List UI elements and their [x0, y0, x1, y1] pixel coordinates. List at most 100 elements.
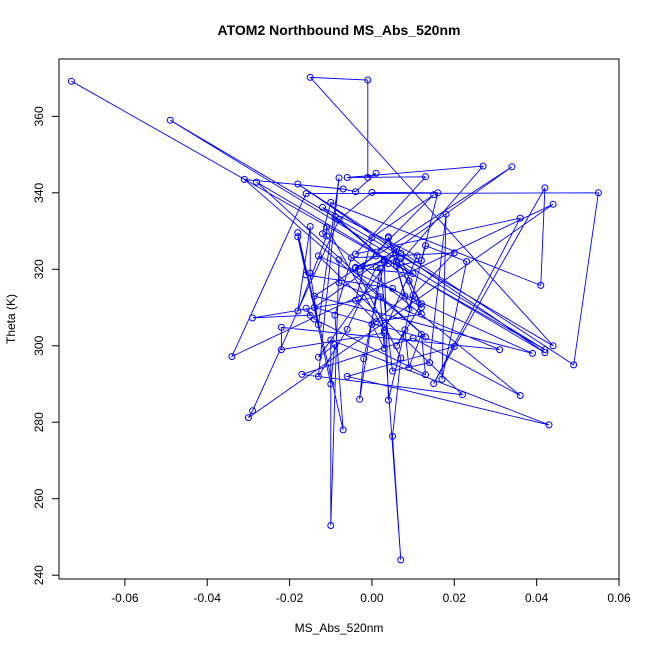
- data-point: [306, 311, 314, 319]
- data-point: [389, 432, 396, 440]
- data-point: [310, 292, 318, 300]
- data-point: [352, 296, 359, 304]
- data-point: [496, 346, 504, 354]
- data-point: [372, 169, 380, 177]
- x-tick-label: 0.06: [607, 591, 631, 605]
- data-point: [327, 198, 335, 206]
- chart-title: ATOM2 Northbound MS_Abs_520nm: [218, 22, 461, 38]
- data-point: [422, 173, 429, 181]
- data-point: [409, 291, 417, 299]
- data-point: [516, 392, 524, 399]
- data-point: [438, 375, 446, 383]
- data-point: [314, 372, 322, 380]
- data-point: [508, 163, 516, 171]
- data-point: [253, 178, 261, 186]
- x-tick-label: 0.02: [443, 591, 467, 605]
- data-point: [302, 190, 310, 198]
- x-tick-label: -0.02: [276, 591, 304, 605]
- data-point: [335, 174, 343, 182]
- data-point: [549, 200, 557, 208]
- data-point: [529, 349, 536, 357]
- data-point: [323, 232, 331, 240]
- data-point: [405, 277, 413, 285]
- data-point: [450, 249, 458, 257]
- data-point: [302, 304, 310, 312]
- data-point: [166, 116, 174, 124]
- data-point: [306, 269, 314, 277]
- data-point: [228, 353, 236, 360]
- data-point: [549, 342, 557, 350]
- data-point: [397, 556, 405, 564]
- data-point: [331, 213, 339, 220]
- y-tick-label: 320: [32, 259, 46, 279]
- data-point: [409, 270, 417, 277]
- data-point: [368, 188, 376, 196]
- data-point: [352, 263, 359, 271]
- data-point: [417, 330, 425, 338]
- data-point: [364, 174, 372, 181]
- series-layer: [67, 73, 602, 564]
- data-point: [397, 249, 405, 257]
- data-point: [294, 229, 302, 237]
- x-axis-label: MS_Abs_520nm: [295, 621, 384, 635]
- data-point: [352, 188, 359, 196]
- data-point: [335, 279, 343, 287]
- x-axis: -0.06 -0.04 -0.02 0.00 0.02 0.04 0.06: [111, 578, 631, 605]
- data-point: [430, 380, 438, 388]
- data-point: [389, 367, 396, 375]
- data-point: [356, 395, 364, 403]
- x-tick-label: -0.04: [194, 591, 222, 605]
- data-point: [314, 321, 322, 329]
- data-point: [368, 234, 376, 242]
- data-point: [310, 304, 318, 311]
- data-point: [541, 184, 549, 192]
- data-point: [306, 73, 314, 81]
- data-point: [343, 325, 351, 333]
- data-point: [327, 380, 335, 388]
- y-tick-label: 260: [32, 488, 46, 508]
- data-point: [393, 342, 401, 350]
- data-point: [339, 185, 347, 193]
- data-point: [426, 359, 434, 367]
- data-point: [380, 344, 388, 352]
- data-point: [389, 284, 396, 292]
- data-point: [430, 191, 438, 199]
- data-point: [360, 355, 368, 363]
- data-point: [380, 329, 388, 337]
- data-point: [347, 254, 355, 262]
- y-tick-label: 280: [32, 412, 46, 432]
- y-tick-label: 300: [32, 335, 46, 355]
- data-point: [302, 271, 310, 279]
- data-point: [323, 223, 331, 231]
- data-point: [314, 252, 322, 260]
- data-point: [277, 346, 285, 354]
- data-point: [397, 255, 405, 263]
- data-point: [434, 189, 442, 197]
- data-point: [310, 315, 318, 323]
- data-point: [327, 522, 335, 529]
- data-point: [594, 189, 602, 197]
- data-point: [364, 76, 372, 84]
- data-point: [335, 256, 343, 264]
- data-point: [417, 257, 425, 264]
- data-point: [384, 396, 392, 404]
- data-point: [422, 371, 429, 379]
- y-tick-label: 240: [32, 565, 46, 585]
- data-point: [319, 230, 326, 238]
- data-point: [376, 264, 384, 272]
- data-point: [541, 349, 549, 357]
- data-point: [372, 252, 380, 260]
- data-point: [401, 292, 409, 300]
- data-point: [384, 260, 392, 268]
- plot-frame: [58, 58, 620, 580]
- data-point: [368, 320, 376, 328]
- data-point: [339, 426, 347, 434]
- data-point: [405, 364, 413, 372]
- data-point: [417, 300, 425, 308]
- data-point: [463, 258, 471, 266]
- data-point: [331, 341, 339, 349]
- data-point: [249, 407, 256, 415]
- y-tick-label: 340: [32, 182, 46, 202]
- x-tick-label: 0.04: [525, 591, 549, 605]
